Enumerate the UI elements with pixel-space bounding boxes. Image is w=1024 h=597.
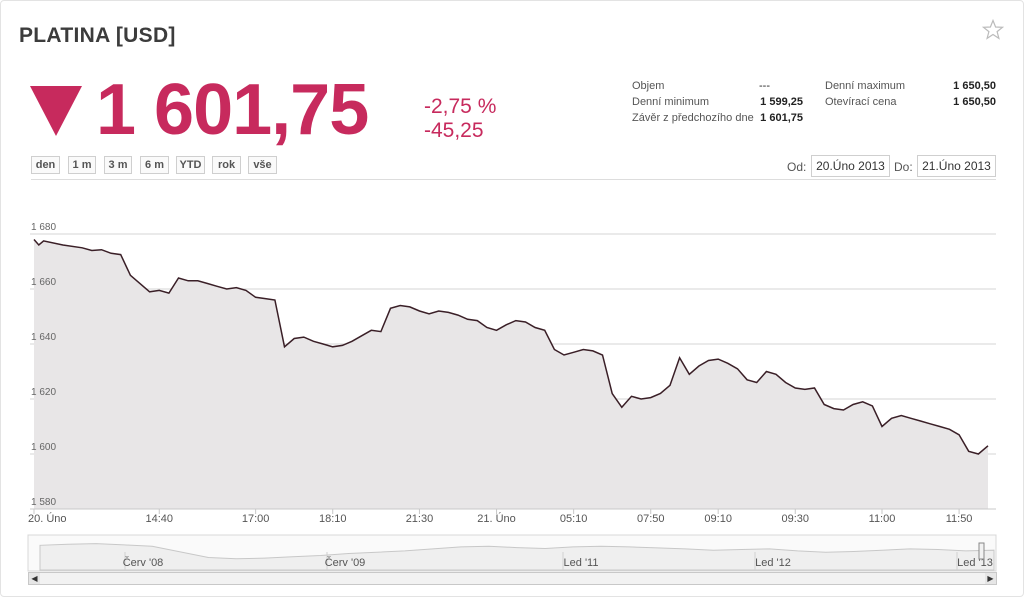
navigator-label: Led '13	[957, 557, 993, 569]
navigator-handle	[978, 542, 985, 560]
range-button-vse[interactable]: vše	[248, 156, 277, 174]
volume-value: ---	[759, 80, 770, 92]
navigator[interactable]: Červ '08 Červ '09 Led '11 Led '12 Led '13	[27, 534, 997, 572]
x-tick-label: 21:30	[406, 513, 434, 525]
navigator-scrollbar[interactable]: ◀ ▶	[28, 572, 997, 585]
favorite-star-icon[interactable]	[981, 18, 1005, 42]
date-from-input[interactable]: 20.Úno 2013	[811, 155, 890, 177]
y-tick-label: 1 680	[31, 222, 56, 233]
price-down-arrow-icon	[30, 86, 82, 136]
current-price: 1 601,75	[96, 70, 369, 150]
x-axis-ticks: 20. Úno 14:40 17:00 18:10 21:30 21. Úno 05:10 0…	[28, 508, 996, 525]
price-series-line	[33, 239, 989, 455]
y-tick-label: 1 580	[31, 497, 56, 508]
daily-high-label: Denní maximum	[825, 80, 906, 92]
daily-low-label: Denní minimum	[632, 96, 710, 108]
open-price-value: 1 650,50	[953, 96, 996, 108]
x-tick-label: 20. Úno	[28, 512, 67, 525]
navigator-label: Červ '09	[325, 556, 366, 569]
x-tick-label: 07:50	[637, 513, 665, 525]
y-axis-ticks: 1 680 1 660 1 640 1 620 1 600 1 580	[31, 222, 56, 508]
range-button-6m[interactable]: 6 m	[140, 156, 169, 174]
range-button-1m[interactable]: 1 m	[68, 156, 96, 174]
x-tick-label: 18:10	[319, 513, 347, 525]
navigator-label: Led '11	[564, 557, 599, 569]
navigator-labels: Červ '08 Červ '09 Led '11 Led '12 Led '13	[123, 552, 993, 570]
x-tick-label: 09:30	[782, 513, 810, 525]
range-button-3m[interactable]: 3 m	[104, 156, 132, 174]
price-area-fill	[34, 239, 988, 509]
navigator-label: Červ '08	[123, 556, 164, 569]
change-percent: -2,75 %	[424, 95, 497, 118]
prev-close-label: Závěr z předchozího dne	[632, 112, 754, 124]
y-tick-label: 1 620	[31, 387, 56, 398]
range-button-rok[interactable]: rok	[212, 156, 241, 174]
scroll-left-arrow-icon[interactable]: ◀	[29, 573, 40, 584]
range-button-den[interactable]: den	[31, 156, 60, 174]
y-tick-label: 1 660	[31, 277, 56, 288]
scroll-right-arrow-icon[interactable]: ▶	[985, 573, 996, 584]
divider	[31, 179, 996, 180]
daily-high-value: 1 650,50	[953, 80, 996, 92]
date-from-label: Od:	[787, 160, 807, 174]
x-tick-label: 17:00	[242, 513, 270, 525]
x-tick-label: 11:00	[869, 513, 896, 525]
volume-label: Objem	[632, 80, 665, 92]
daily-low-value: 1 599,25	[760, 96, 803, 108]
x-tick-label: 21. Úno	[477, 512, 516, 525]
y-tick-label: 1 640	[31, 332, 56, 343]
date-to-label: Do:	[894, 160, 913, 174]
y-tick-label: 1 600	[31, 442, 56, 453]
x-tick-label: 11:50	[946, 513, 973, 525]
x-tick-label: 09:10	[704, 513, 732, 525]
range-button-ytd[interactable]: YTD	[176, 156, 205, 174]
date-to-input[interactable]: 21.Úno 2013	[917, 155, 996, 177]
x-tick-label: 14:40	[146, 513, 174, 525]
page-title: PLATINA [USD]	[19, 24, 176, 47]
x-tick-label: 05:10	[560, 513, 588, 525]
open-price-label: Otevírací cena	[825, 96, 897, 108]
navigator-label: Led '12	[755, 557, 791, 569]
change-absolute: -45,25	[424, 119, 484, 142]
prev-close-value: 1 601,75	[760, 112, 803, 124]
